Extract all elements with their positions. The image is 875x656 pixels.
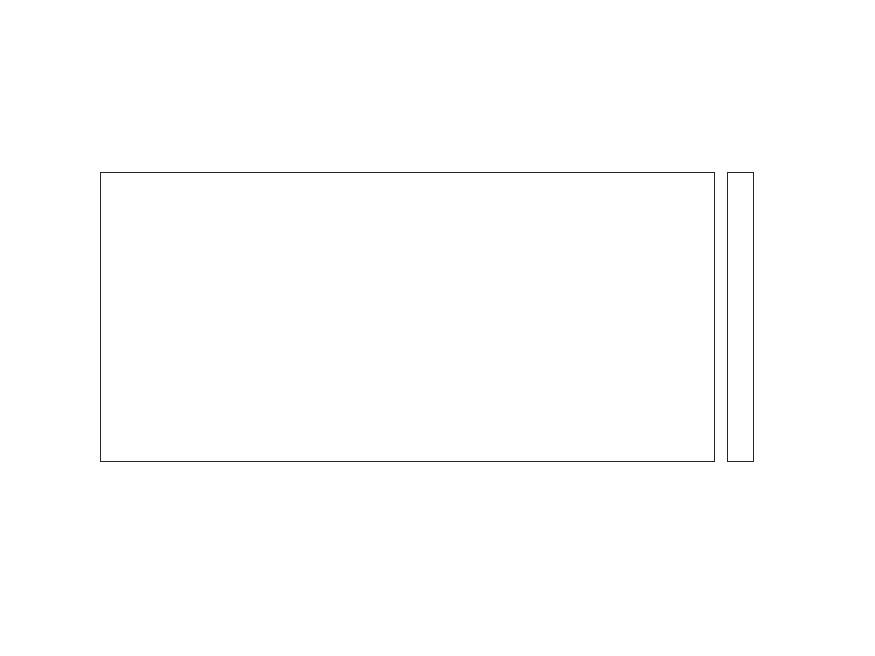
plot-area xyxy=(100,172,715,462)
colorbar xyxy=(727,172,754,462)
heatmap-canvas xyxy=(101,173,714,461)
colorbar-canvas xyxy=(728,173,753,461)
